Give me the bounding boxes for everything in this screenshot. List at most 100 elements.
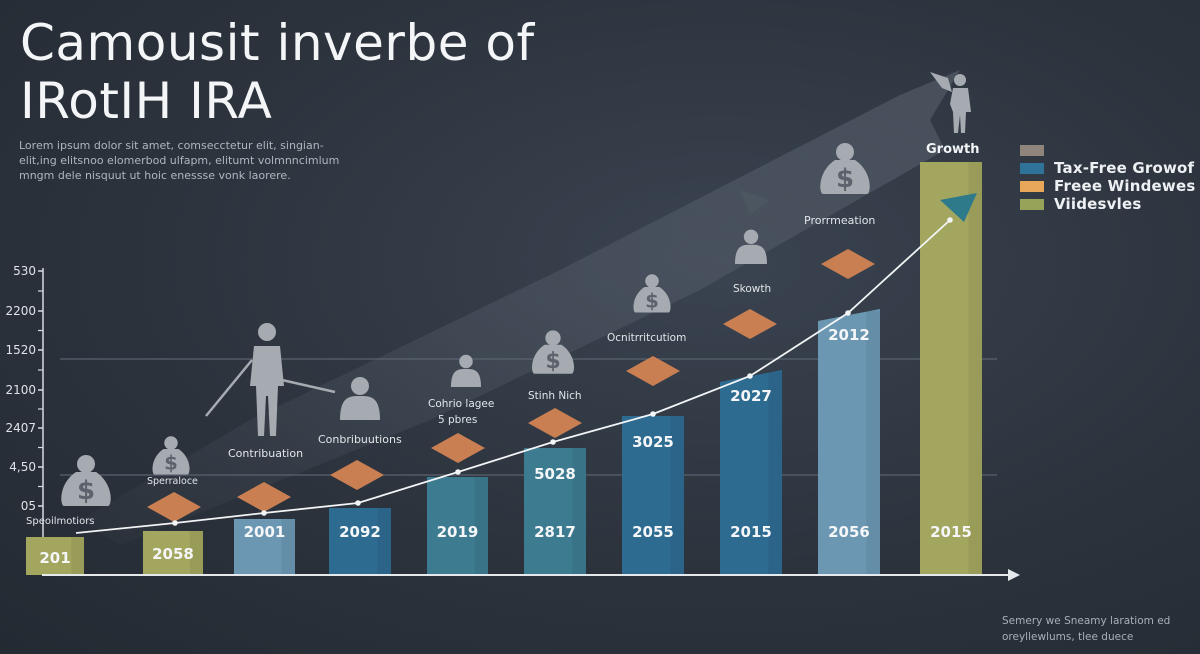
legend-swatch-1 <box>1020 162 1044 174</box>
bar-top-label: 2012 <box>828 326 870 344</box>
annotation-label: 5 pbres <box>438 414 477 426</box>
annotation-label: Conbribuutions <box>318 433 402 446</box>
bar: 2056 2012 <box>818 309 880 577</box>
diamond-marker-icon <box>528 408 582 438</box>
money-bag-icon: $ <box>152 436 190 475</box>
bar-bottom-label: 201 <box>39 549 70 567</box>
legend-swatch-0 <box>1020 144 1044 156</box>
title-line-2: IRotIH IRA <box>20 72 273 130</box>
bar: 2019 <box>427 477 488 575</box>
diamond-marker-icon <box>147 492 201 522</box>
annotation-label: Prorrmeation <box>804 214 875 227</box>
line-point <box>747 373 753 379</box>
subtitle: Lorem ipsum dolor sit amet, comsecctetur… <box>19 139 340 182</box>
annotation-label: Ocnitrritcutiom <box>607 332 686 344</box>
money-bag-icon: $ <box>820 143 870 194</box>
bar-bottom-label: 2056 <box>828 523 870 541</box>
bar: 2817 5028 <box>524 448 586 575</box>
bar-bottom-label: 2817 <box>534 523 576 541</box>
svg-text:$: $ <box>545 348 560 374</box>
y-tick-label: 2200 <box>5 304 36 318</box>
diamond-markers <box>147 249 875 522</box>
legend-item: Freee Windewes <box>1020 177 1195 195</box>
background-arrow-tip-icon <box>740 190 770 215</box>
x-axis <box>42 569 1020 581</box>
annotation-label: Contribuation <box>228 447 303 460</box>
bar-bottom-label: 2058 <box>152 545 194 563</box>
line-point <box>261 510 267 516</box>
growth-arrowhead-icon <box>940 193 977 222</box>
svg-text:$: $ <box>645 289 659 312</box>
svg-text:$: $ <box>77 476 95 506</box>
icons: $ $ $ $ $ <box>61 72 971 506</box>
money-bag-icon: $ <box>633 274 671 313</box>
svg-text:$: $ <box>164 451 178 474</box>
line-point <box>455 469 461 475</box>
annotation-label: Growth <box>926 142 980 157</box>
y-tick-label: 530 <box>13 264 36 278</box>
bar-bottom-label: 2092 <box>339 523 381 541</box>
bar-top-label: 2027 <box>730 387 772 405</box>
line-point <box>650 411 656 417</box>
y-tick-label: 4,50 <box>9 460 36 474</box>
page-title: Camousit inverbe of IRotIH IRA <box>20 14 535 130</box>
diamond-marker-icon <box>330 460 384 490</box>
bar-bottom-label: 2055 <box>632 523 674 541</box>
bar-top-label: 5028 <box>534 465 576 483</box>
bar: 2055 3025 <box>622 416 684 575</box>
background-growth-arrow <box>80 70 960 545</box>
svg-text:$: $ <box>836 164 854 194</box>
legend-item <box>1020 141 1195 159</box>
annotation-label: Sperraloce <box>147 476 198 487</box>
legend-swatch-2 <box>1020 180 1044 192</box>
diamond-marker-icon <box>723 309 777 339</box>
money-bag-icon: $ <box>61 455 111 506</box>
line-point <box>550 439 556 445</box>
legend-item: Viidesvles <box>1020 195 1195 213</box>
growth-line <box>75 193 977 534</box>
y-tick-label: 05 <box>21 499 36 513</box>
bar-bottom-label: 2001 <box>244 523 286 541</box>
bar: 2058 <box>143 531 203 575</box>
y-tick-label: 2407 <box>5 421 36 435</box>
x-axis-arrow-icon <box>1008 569 1020 581</box>
legend-label: Tax-Free Growof <box>1054 159 1195 177</box>
legend-label: Viidesvles <box>1054 195 1142 213</box>
bar-top-label: 3025 <box>632 433 674 451</box>
legend: Tax-Free Growof Freee Windewes Viidesvle… <box>1020 141 1195 213</box>
annotation-label: Speoilmotiors <box>26 516 95 527</box>
y-tick-label: 1520 <box>5 343 36 357</box>
person-icon <box>735 229 767 264</box>
bar-bottom-label: 2019 <box>437 523 479 541</box>
diamond-marker-icon <box>237 482 291 512</box>
standing-person-icon <box>205 323 336 436</box>
diamond-marker-icon <box>821 249 875 279</box>
diamond-marker-icon <box>431 433 485 463</box>
annotation-label: Stinh Nich <box>528 390 582 402</box>
footnote: Semery we Sneamy laratiom ed oreyllewlum… <box>1002 615 1171 643</box>
annotation-label: Cohrio lagee <box>428 398 494 410</box>
line-point <box>355 500 361 506</box>
bar: 2092 <box>329 508 391 575</box>
bar: 2001 <box>234 519 295 575</box>
person-icon <box>340 377 380 420</box>
annotations: Speoilmotiors Sperraloce Contribuation Conb… <box>26 142 980 527</box>
bar: 2015 <box>920 162 982 575</box>
bar: 2015 2027 <box>720 370 782 577</box>
y-tick-label: 2100 <box>5 383 36 397</box>
money-bag-icon: $ <box>531 330 575 374</box>
line-point <box>172 520 178 526</box>
person-icon <box>451 354 481 387</box>
bar-bottom-label: 2015 <box>930 523 972 541</box>
diamond-marker-icon <box>626 356 680 386</box>
person-with-flag-icon <box>930 72 971 133</box>
title-line-1: Camousit inverbe of <box>20 14 535 72</box>
bar: 201 <box>26 537 84 575</box>
legend-swatch-3 <box>1020 198 1044 210</box>
line-point <box>845 310 851 316</box>
legend-item: Tax-Free Growof <box>1020 159 1195 177</box>
annotation-label: Skowth <box>733 283 771 295</box>
